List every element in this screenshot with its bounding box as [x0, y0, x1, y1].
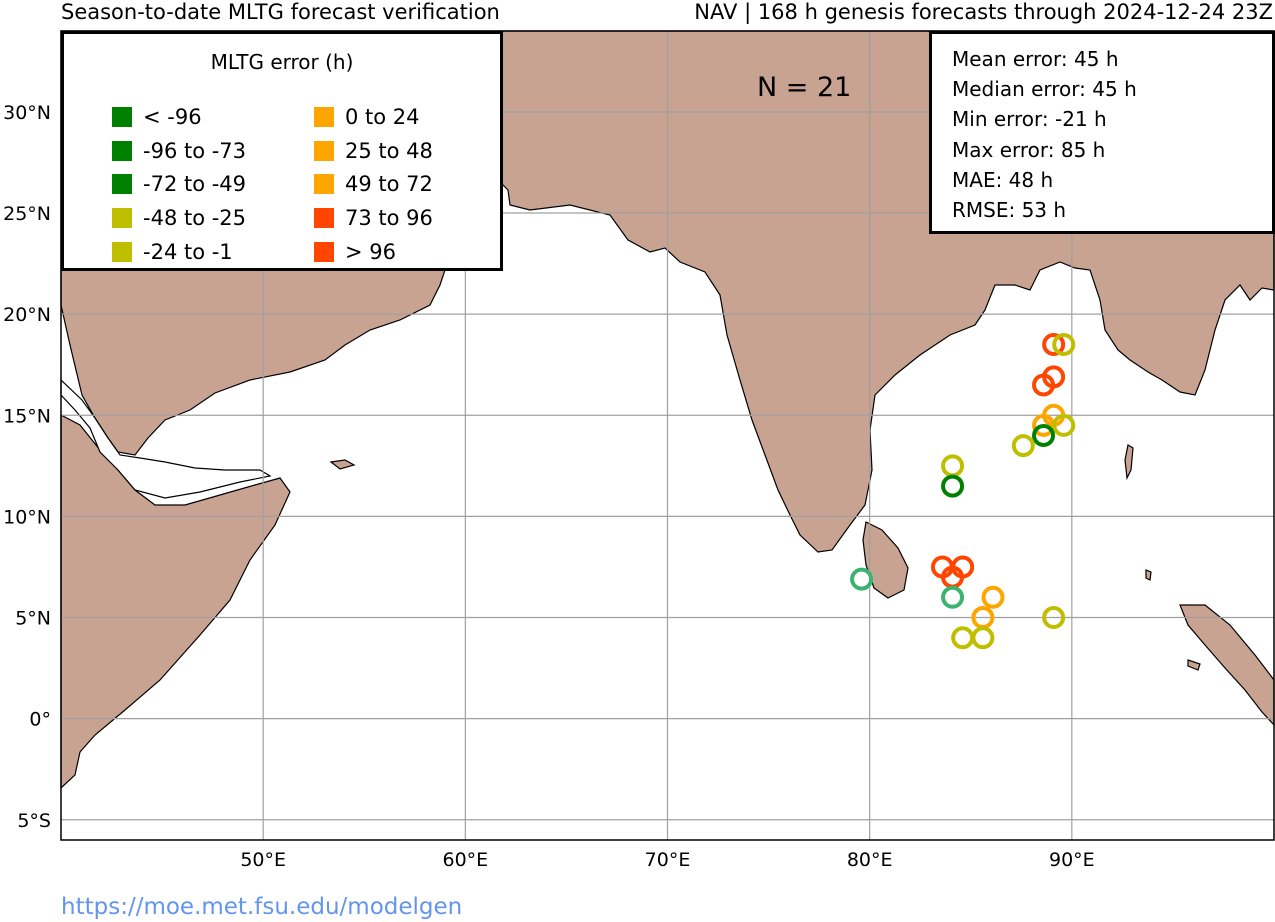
legend: MLTG error (h) < -96 -96 to -73 -72 to -… — [61, 31, 503, 271]
legend-label: < -96 — [143, 104, 202, 129]
lat-tick-label: 5°N — [15, 608, 51, 630]
legend-swatch — [314, 174, 334, 195]
lon-tick-label: 60°E — [442, 849, 488, 871]
legend-label: -72 to -49 — [143, 172, 247, 197]
forecast-point — [1042, 606, 1066, 630]
lon-tick-label: 80°E — [847, 849, 893, 871]
lon-tick-label: 50°E — [240, 849, 286, 871]
forecast-point — [971, 626, 995, 650]
legend-item: -96 to -73 — [112, 134, 246, 168]
legend-item: 25 to 48 — [314, 134, 433, 168]
legend-column-2: 0 to 24 25 to 48 49 to 72 73 to 96 > 96 — [314, 100, 433, 269]
legend-swatch — [314, 140, 334, 161]
legend-swatch — [112, 208, 132, 229]
legend-swatch — [112, 106, 132, 127]
legend-column-1: < -96 -96 to -73 -72 to -49 -48 to -25 -… — [112, 100, 246, 269]
legend-swatch — [314, 242, 334, 263]
legend-item: 0 to 24 — [314, 100, 433, 134]
stat-median-error: Median error: 45 h — [952, 77, 1137, 102]
stat-mae: MAE: 48 h — [952, 167, 1054, 192]
forecast-point — [1032, 424, 1056, 447]
legend-swatch — [112, 140, 132, 161]
lon-tick-label: 70°E — [645, 849, 691, 871]
legend-label: > 96 — [345, 240, 396, 265]
stat-max-error: Max error: 85 h — [952, 137, 1106, 162]
forecast-point — [1052, 413, 1076, 437]
legend-item: -48 to -25 — [112, 201, 246, 235]
lat-tick-label: 15°N — [3, 405, 51, 427]
source-link[interactable]: https://moe.met.fsu.edu/modelgen — [61, 894, 463, 920]
forecast-point — [1052, 332, 1076, 356]
forecast-point — [1011, 434, 1035, 458]
forecast-point — [850, 567, 874, 591]
forecast-point — [941, 585, 965, 609]
forecast-point — [941, 474, 965, 498]
legend-title: MLTG error (h) — [210, 50, 354, 74]
legend-swatch — [112, 242, 132, 263]
chart-title: Season-to-date MLTG forecast verificatio… — [61, 0, 500, 24]
land-nicobar — [1145, 569, 1152, 581]
lat-tick-label: 0° — [29, 709, 51, 731]
land-sri-lanka — [862, 521, 909, 599]
lat-tick-label: 10°N — [3, 506, 51, 528]
stat-rmse: RMSE: 53 h — [952, 197, 1067, 222]
forecast-point — [1032, 373, 1056, 397]
legend-label: 0 to 24 — [345, 104, 420, 129]
land-simeulue — [1187, 659, 1201, 671]
lat-tick-label: 5°S — [17, 810, 51, 832]
lon-tick-label: 90°E — [1049, 849, 1095, 871]
lat-tick-label: 20°N — [3, 304, 51, 326]
legend-label: 25 to 48 — [345, 138, 433, 163]
legend-item: 49 to 72 — [314, 168, 433, 202]
legend-label: -96 to -73 — [143, 138, 247, 163]
legend-item: 73 to 96 — [314, 201, 433, 235]
stats-panel: Mean error: 45 h Median error: 45 h Min … — [929, 31, 1275, 234]
legend-label: -24 to -1 — [143, 240, 233, 265]
legend-item: < -96 — [112, 100, 246, 134]
legend-label: 73 to 96 — [345, 206, 433, 231]
legend-item: > 96 — [314, 235, 433, 269]
land-andaman — [1124, 444, 1134, 481]
legend-swatch — [112, 174, 132, 195]
forecast-point — [1042, 332, 1066, 356]
axis-ticks: 50°E 60°E 70°E 80°E 90°E 30°N 25°N 20°N 15°N 10°N… — [3, 102, 1095, 871]
legend-swatch — [314, 106, 334, 127]
forecast-point — [981, 585, 1005, 609]
stat-mean-error: Mean error: 45 h — [952, 47, 1119, 71]
legend-label: 49 to 72 — [345, 172, 433, 197]
stat-min-error: Min error: -21 h — [952, 107, 1107, 132]
lat-tick-label: 25°N — [3, 203, 51, 225]
chart-subtitle: NAV | 168 h genesis forecasts through 20… — [694, 0, 1273, 24]
count-label: N = 21 — [757, 72, 852, 103]
lat-tick-label: 30°N — [3, 102, 51, 124]
axes-frame — [60, 30, 1275, 841]
forecast-points — [850, 332, 1076, 650]
legend-item: -24 to -1 — [112, 235, 246, 269]
legend-item: -72 to -49 — [112, 168, 246, 202]
land-socotra — [329, 459, 356, 470]
red-sea — [60, 378, 272, 499]
legend-swatch — [314, 208, 334, 229]
legend-label: -48 to -25 — [143, 206, 247, 231]
